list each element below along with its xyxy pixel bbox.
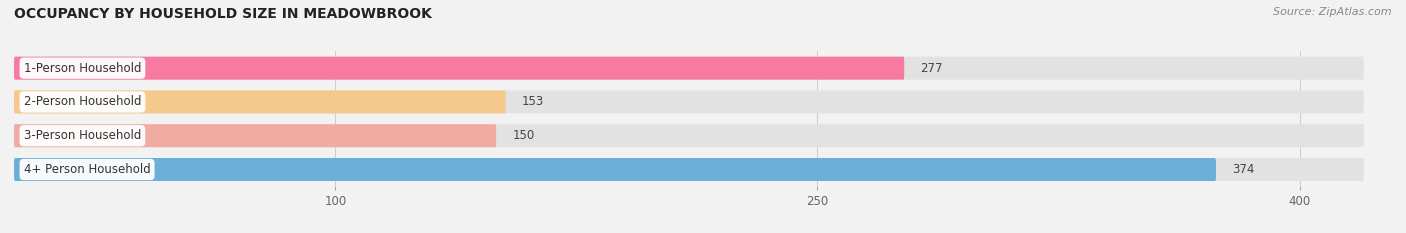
Text: 374: 374 [1232, 163, 1254, 176]
FancyBboxPatch shape [14, 158, 1364, 181]
Text: 150: 150 [512, 129, 534, 142]
FancyBboxPatch shape [14, 57, 904, 80]
Text: OCCUPANCY BY HOUSEHOLD SIZE IN MEADOWBROOK: OCCUPANCY BY HOUSEHOLD SIZE IN MEADOWBRO… [14, 7, 432, 21]
FancyBboxPatch shape [14, 124, 496, 147]
Text: 277: 277 [921, 62, 943, 75]
FancyBboxPatch shape [14, 124, 1364, 147]
FancyBboxPatch shape [14, 90, 1364, 113]
FancyBboxPatch shape [14, 90, 506, 113]
Text: 1-Person Household: 1-Person Household [24, 62, 141, 75]
FancyBboxPatch shape [14, 158, 1216, 181]
FancyBboxPatch shape [14, 57, 1364, 80]
Text: 2-Person Household: 2-Person Household [24, 96, 141, 108]
Text: 153: 153 [522, 96, 544, 108]
Text: 4+ Person Household: 4+ Person Household [24, 163, 150, 176]
Text: Source: ZipAtlas.com: Source: ZipAtlas.com [1274, 7, 1392, 17]
Text: 3-Person Household: 3-Person Household [24, 129, 141, 142]
